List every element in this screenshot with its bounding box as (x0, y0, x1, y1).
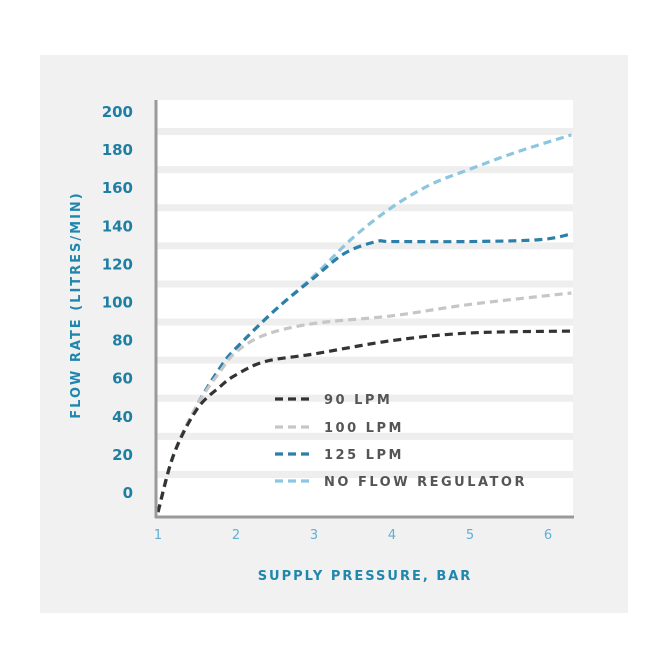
y-tick-label: 40 (112, 408, 133, 426)
grid-band (157, 318, 573, 326)
grid-band (157, 128, 573, 136)
y-tick-label: 20 (112, 446, 133, 464)
x-tick-label: 3 (310, 528, 318, 543)
x-tick-label: 5 (466, 528, 474, 543)
y-tick-label: 60 (112, 370, 133, 388)
y-tick-label: 140 (102, 217, 133, 235)
legend-label: NO FLOW REGULATOR (324, 475, 527, 490)
y-tick-label: 160 (102, 179, 133, 197)
grid-band (157, 204, 573, 212)
grid-band (157, 470, 573, 478)
y-axis-label: FLOW RATE (LITRES/MIN) (69, 191, 84, 418)
y-tick-label: 200 (102, 103, 133, 121)
y-tick-label: 180 (102, 141, 133, 159)
grid-band (157, 242, 573, 250)
grid-band (157, 356, 573, 364)
series-line-125-lpm (156, 232, 572, 513)
grid-band (157, 432, 573, 440)
x-axis-label: SUPPLY PRESSURE, BAR (258, 569, 473, 584)
series-line-90-lpm (156, 329, 572, 513)
y-tick-label: 80 (112, 332, 133, 350)
grid-band (157, 280, 573, 288)
legend-label: 125 LPM (324, 448, 404, 463)
x-tick-label: 6 (544, 528, 552, 543)
legend-label: 90 LPM (324, 393, 392, 408)
x-tick-label: 2 (232, 528, 240, 543)
legend-label: 100 LPM (324, 421, 404, 436)
y-tick-label: 100 (102, 294, 133, 312)
y-tick-label: 0 (123, 484, 133, 502)
x-tick-label: 1 (154, 528, 162, 543)
y-tick-label: 120 (102, 255, 133, 273)
grid-band (157, 166, 573, 174)
x-tick-label: 4 (388, 528, 396, 543)
grid-band (157, 394, 573, 402)
